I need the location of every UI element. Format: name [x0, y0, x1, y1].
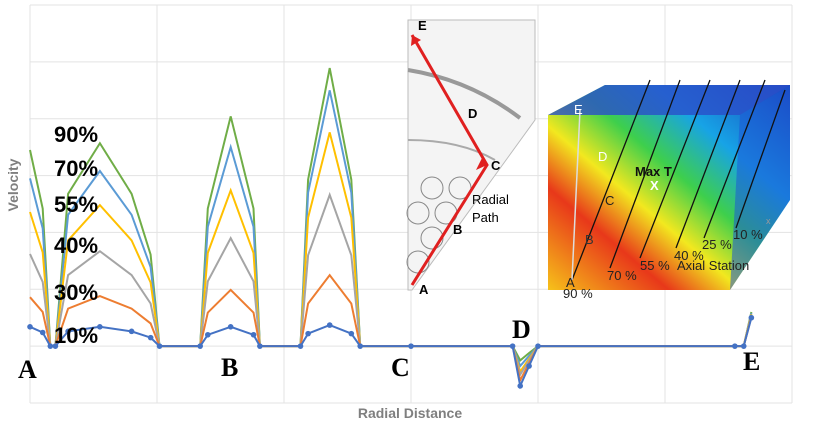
point-label: D — [598, 149, 607, 164]
axis-mark: x — [766, 216, 771, 226]
point-annotation: B — [221, 353, 238, 382]
thermal-inset: E D C B A Max T X 90 % 70 % 55 % 40 % 25… — [548, 80, 790, 301]
series-label: 30% — [54, 280, 98, 305]
point-annotation: A — [18, 355, 37, 384]
point-label: C — [491, 158, 501, 173]
annotations: A B C D E — [18, 315, 760, 384]
series-marker — [197, 343, 203, 349]
point-label: A — [419, 282, 429, 297]
max-label: Max T — [635, 164, 672, 179]
chart: Radial Distance Velocity E D C B A Radia… — [0, 0, 821, 432]
series-marker — [349, 331, 355, 337]
series-label: 55% — [54, 192, 98, 217]
station-label: 10 % — [733, 227, 763, 242]
point-annotation: E — [743, 347, 760, 376]
series-marker — [526, 363, 532, 369]
point-label: E — [418, 18, 427, 33]
series-marker — [251, 332, 257, 338]
y-axis-label: Velocity — [5, 158, 21, 211]
series-label: 90% — [54, 122, 98, 147]
series-label: 40% — [54, 233, 98, 258]
caption: Path — [472, 210, 499, 225]
series-marker — [27, 324, 33, 330]
series-marker — [129, 329, 135, 335]
point-label: D — [468, 106, 477, 121]
series-marker — [228, 324, 234, 330]
series-label: 10% — [54, 323, 98, 348]
series-marker — [157, 343, 163, 349]
series-marker — [257, 343, 263, 349]
radial-inset: E D C B A Radial Path — [407, 18, 535, 297]
caption: Radial — [472, 192, 509, 207]
point-annotation: D — [512, 315, 531, 344]
series-marker — [48, 343, 54, 349]
series-marker — [732, 343, 738, 349]
station-label: 55 % — [640, 258, 670, 273]
series-marker — [305, 331, 311, 337]
series-marker — [40, 330, 46, 336]
x-axis-label: Radial Distance — [358, 405, 462, 421]
station-label: 70 % — [607, 268, 637, 283]
series-marker — [357, 343, 363, 349]
station-label: 90 % — [563, 286, 593, 301]
point-label: B — [585, 232, 594, 247]
series-marker — [510, 343, 516, 349]
series-marker — [408, 343, 414, 349]
series-marker — [298, 343, 304, 349]
series-marker — [148, 335, 154, 341]
station-label: 25 % — [702, 237, 732, 252]
point-label: B — [453, 222, 462, 237]
station-title: Axial Station — [677, 258, 749, 273]
series-marker — [749, 315, 755, 321]
point-label: C — [605, 193, 614, 208]
series-marker — [327, 322, 333, 328]
series-marker — [517, 383, 523, 389]
point-label: E — [574, 102, 583, 117]
series-label: 70% — [54, 156, 98, 181]
max-marker: X — [650, 178, 659, 193]
series-marker — [535, 343, 541, 349]
point-annotation: C — [391, 353, 410, 382]
series-marker — [205, 332, 211, 338]
